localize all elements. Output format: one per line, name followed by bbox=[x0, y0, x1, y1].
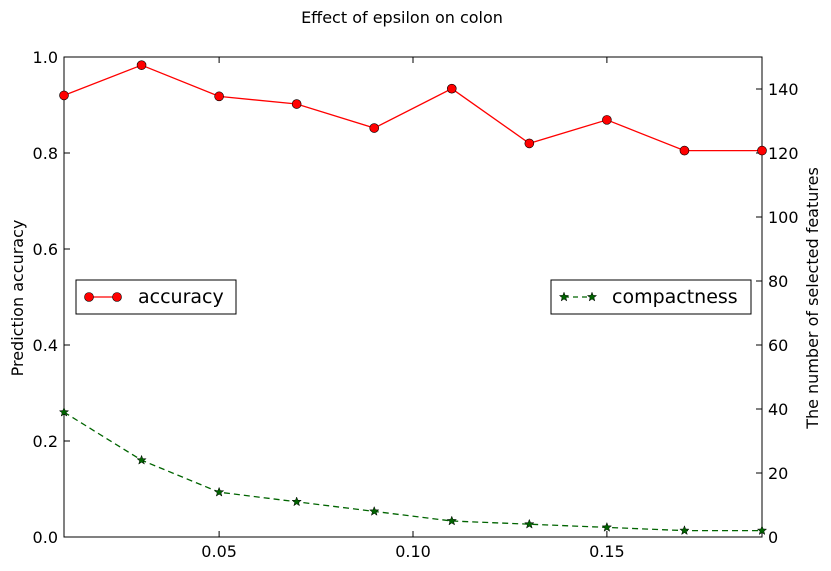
series-line-compactness bbox=[63, 411, 762, 532]
data-point-accuracy bbox=[291, 99, 302, 109]
y-tick-label: 0.8 bbox=[33, 144, 58, 163]
legend-compactness-label: compactness bbox=[612, 286, 738, 308]
y2-tick-label: 140 bbox=[768, 80, 799, 99]
y-axis-left: 0.0 0.2 0.4 0.6 0.8 1.0 bbox=[33, 48, 70, 547]
y2-tick-label: 0 bbox=[768, 528, 778, 547]
data-point-compactness bbox=[213, 486, 225, 497]
data-point-accuracy bbox=[602, 115, 612, 125]
y-axis-right: 0 20 40 60 80 100 120 140 bbox=[756, 80, 799, 547]
x-tick-label: 0.05 bbox=[201, 542, 237, 561]
y-tick-label: 1.0 bbox=[33, 48, 58, 67]
legend-compactness: compactness bbox=[550, 279, 752, 315]
x-tick-label: 0.10 bbox=[395, 542, 431, 561]
data-point-compactness bbox=[679, 525, 690, 536]
legend-accuracy-label: accuracy bbox=[138, 286, 224, 308]
y-axis-label: Prediction accuracy bbox=[8, 220, 27, 377]
y2-tick-label: 40 bbox=[768, 400, 788, 419]
data-point-accuracy bbox=[59, 90, 69, 101]
data-point-compactness bbox=[136, 454, 147, 465]
y2-tick-label: 120 bbox=[768, 144, 799, 163]
legend-compactness-marker-1 bbox=[558, 291, 570, 302]
legend-accuracy: accuracy bbox=[75, 279, 237, 315]
y2-tick-label: 80 bbox=[768, 272, 788, 291]
data-point-accuracy bbox=[446, 83, 457, 94]
y2-tick-label: 60 bbox=[768, 336, 788, 355]
data-point-accuracy bbox=[679, 145, 690, 156]
chart-title: Effect of epsilon on colon bbox=[301, 8, 503, 27]
y-tick-label: 0.4 bbox=[33, 336, 58, 355]
data-point-compactness bbox=[368, 505, 380, 516]
data-point-accuracy bbox=[524, 138, 535, 149]
legend-accuracy-marker-1 bbox=[84, 292, 94, 302]
data-point-compactness bbox=[524, 518, 535, 529]
data-point-accuracy bbox=[214, 91, 224, 102]
x-axis: 0.05 0.10 0.15 bbox=[201, 57, 625, 561]
data-point-compactness bbox=[446, 515, 458, 526]
data-point-compactness bbox=[291, 496, 302, 507]
y2-tick-label: 20 bbox=[768, 464, 788, 483]
series-line-accuracy bbox=[63, 64, 762, 152]
series-layer bbox=[58, 60, 768, 536]
y-tick-label: 0.6 bbox=[33, 240, 58, 259]
y2-axis-label: The number of selected features bbox=[803, 167, 822, 430]
legend-accuracy-marker-2 bbox=[112, 292, 122, 302]
data-point-accuracy bbox=[757, 145, 767, 156]
y2-tick-label: 100 bbox=[768, 208, 799, 227]
data-point-accuracy bbox=[369, 123, 380, 133]
y-tick-label: 0.0 bbox=[33, 528, 58, 547]
data-point-compactness bbox=[756, 525, 768, 536]
legend-compactness-marker-2 bbox=[586, 291, 598, 302]
data-point-compactness bbox=[601, 521, 613, 532]
data-point-compactness bbox=[58, 406, 70, 417]
y-tick-label: 0.2 bbox=[33, 432, 58, 451]
x-tick-label: 0.15 bbox=[589, 542, 625, 561]
data-point-accuracy bbox=[136, 60, 147, 70]
